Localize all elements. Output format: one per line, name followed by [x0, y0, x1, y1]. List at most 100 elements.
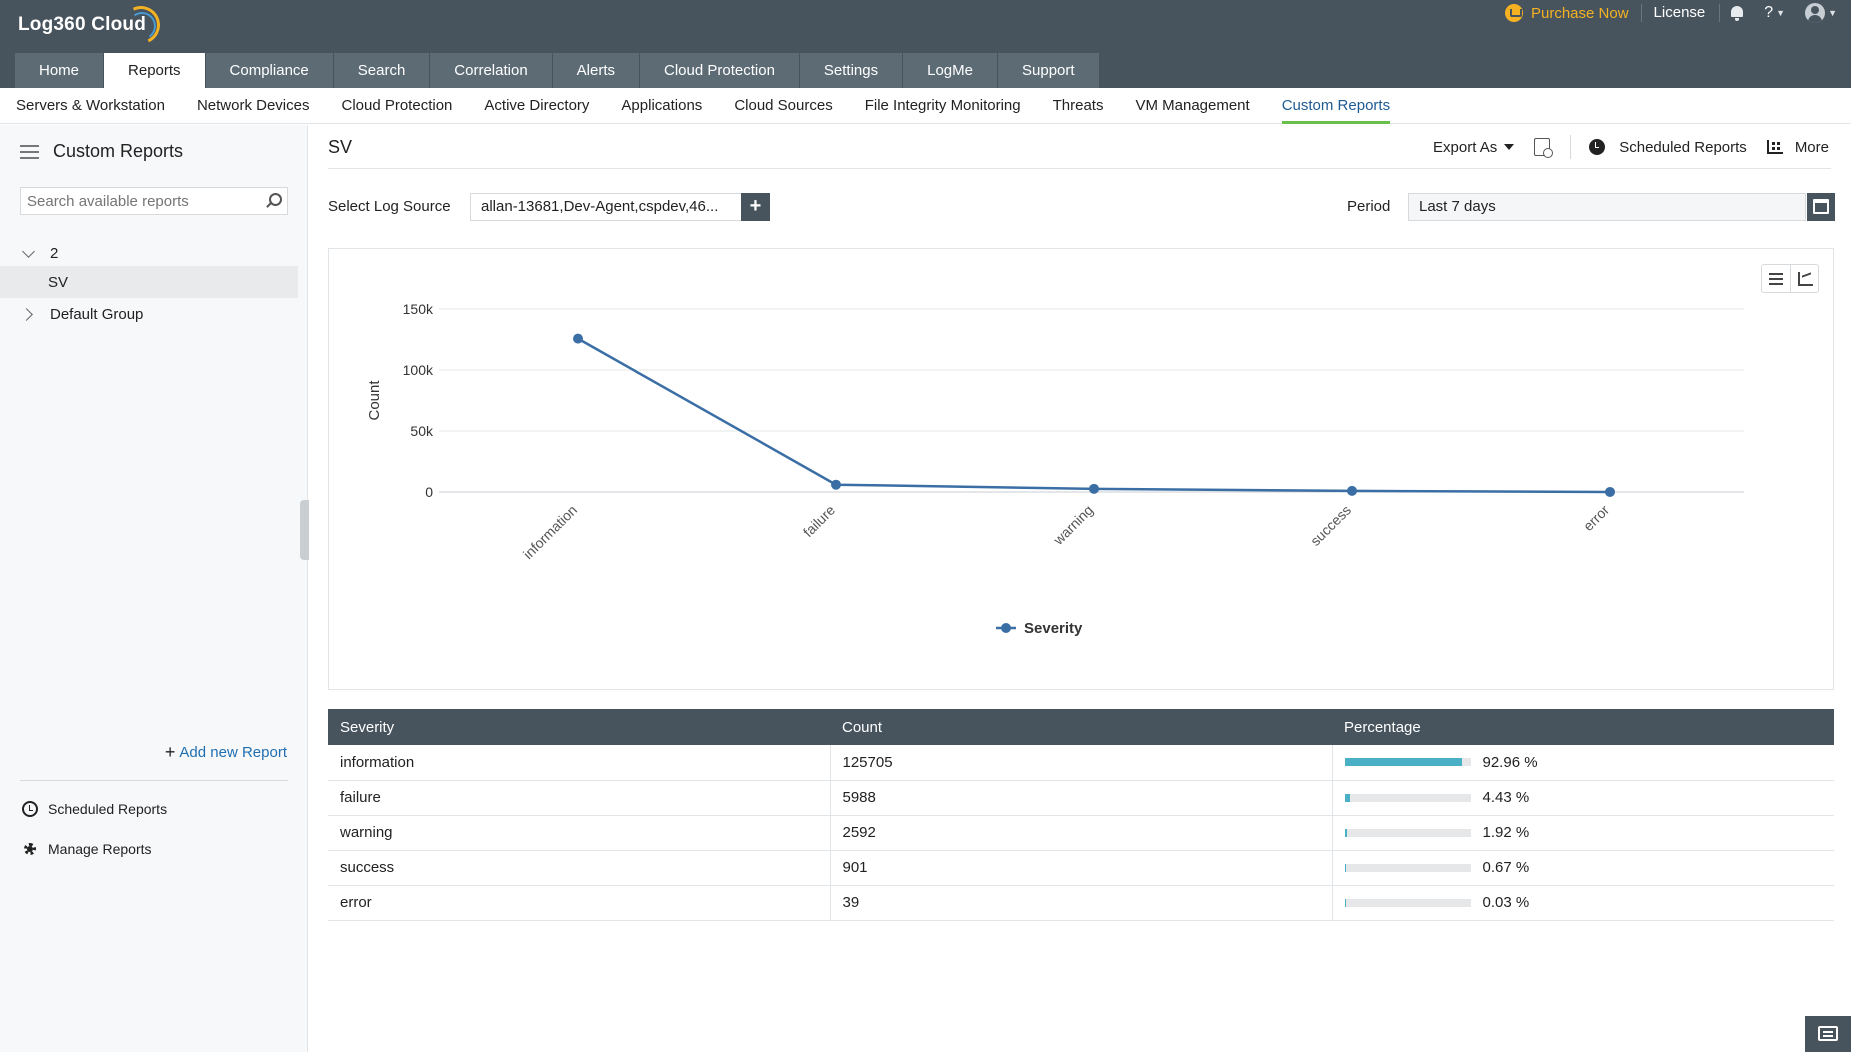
export-as-dropdown[interactable]: Export As: [1433, 139, 1515, 156]
chart-settings-icon[interactable]: [1762, 265, 1790, 292]
chart-type-icon[interactable]: [1790, 265, 1818, 292]
subtab-network-devices[interactable]: Network Devices: [196, 97, 310, 114]
percentage-label: 92.96 %: [1482, 753, 1538, 771]
data-point: [1089, 483, 1099, 494]
table-row: success 901 0.67 %: [328, 850, 1834, 886]
add-new-report-link[interactable]: + Add new Report: [165, 742, 287, 763]
add-log-source-button[interactable]: +: [741, 193, 770, 221]
scheduled-reports-label: Scheduled Reports: [1619, 138, 1747, 156]
caret-down-icon: [1504, 144, 1515, 150]
calendar-icon: [1813, 199, 1829, 214]
table-header-row: Severity Count Percentage: [328, 709, 1834, 745]
table-row: error 39 0.03 %: [328, 885, 1834, 921]
subtab-vm-management[interactable]: VM Management: [1135, 97, 1250, 114]
report-toolbar: Export As Scheduled Reports More: [1433, 135, 1829, 159]
tab-search[interactable]: Search: [333, 53, 430, 88]
chevron-down-icon[interactable]: [22, 247, 34, 259]
tab-correlation[interactable]: Correlation: [430, 53, 552, 88]
log-source-field[interactable]: allan-13681,Dev-Agent,cspdev,46...: [470, 193, 742, 221]
percentage-label: 0.03 %: [1482, 894, 1530, 911]
subtab-threats[interactable]: Threats: [1052, 97, 1104, 114]
tree-group-2[interactable]: 2: [0, 237, 298, 269]
scheduled-reports-link[interactable]: Scheduled Reports: [22, 801, 167, 817]
tab-settings[interactable]: Settings: [799, 53, 903, 88]
sidebar-title: Custom Reports: [53, 141, 184, 161]
app-logo[interactable]: Log360 Cloud: [18, 14, 147, 35]
more-button[interactable]: More: [1747, 139, 1829, 156]
help-button[interactable]: ? ▼: [1754, 4, 1795, 22]
search-icon[interactable]: [265, 193, 282, 209]
tab-support[interactable]: Support: [998, 53, 1099, 88]
pdf-settings-icon[interactable]: [1534, 138, 1554, 158]
user-caret-icon: ▼: [1828, 8, 1837, 18]
sidebar-header: Custom Reports: [20, 141, 183, 162]
subtab-active-directory[interactable]: Active Directory: [484, 97, 590, 114]
chat-button[interactable]: [1805, 1016, 1851, 1052]
y-tick-label: 0: [425, 484, 433, 500]
tree-item-sv[interactable]: SV: [0, 266, 298, 298]
table-row: information 125705 92.96 %: [328, 745, 1834, 781]
count-cell: 39: [829, 885, 1332, 921]
sub-nav-tabs: Servers & Workstation Network Devices Clou…: [0, 88, 1851, 124]
header-divider: [328, 168, 1831, 169]
calendar-button[interactable]: [1807, 193, 1835, 221]
scheduled-reports-button[interactable]: Scheduled Reports: [1589, 139, 1747, 156]
purchase-now-link[interactable]: Purchase Now: [1505, 4, 1642, 22]
count-cell: 901: [829, 850, 1332, 886]
period-label: Period: [1347, 198, 1391, 215]
data-point: [1347, 485, 1357, 496]
alarm-clock-icon: [1589, 139, 1606, 155]
manage-reports-link[interactable]: Manage Reports: [22, 841, 152, 857]
gear-icon: [22, 841, 38, 857]
hamburger-icon[interactable]: [20, 144, 39, 159]
percentage-bar-fill: [1344, 828, 1347, 837]
severity-cell: error: [328, 885, 830, 921]
percentage-cell: 4.43 %: [1331, 780, 1834, 816]
report-search-input[interactable]: [27, 192, 265, 210]
count-cell: 5988: [829, 780, 1332, 816]
percentage-bar-fill: [1344, 863, 1346, 872]
tab-logme[interactable]: LogMe: [903, 53, 997, 88]
notifications-button[interactable]: [1720, 4, 1754, 22]
tree-group-default[interactable]: Default Group: [0, 298, 298, 330]
percentage-bar: [1344, 828, 1471, 837]
percentage-cell: 1.92 %: [1331, 815, 1834, 851]
data-point: [1605, 486, 1615, 497]
chart-tools: [1761, 264, 1819, 293]
report-search-box: [20, 187, 288, 215]
tab-home[interactable]: Home: [15, 53, 104, 88]
subtab-applications[interactable]: Applications: [621, 97, 703, 114]
column-header-count[interactable]: Count: [830, 709, 1332, 745]
subtab-servers-workstation[interactable]: Servers & Workstation: [16, 97, 165, 114]
cart-icon: [1505, 4, 1523, 22]
subtab-cloud-sources[interactable]: Cloud Sources: [734, 97, 833, 114]
percentage-label: 1.92 %: [1482, 824, 1530, 841]
subtab-cloud-protection[interactable]: Cloud Protection: [341, 97, 453, 114]
column-header-severity[interactable]: Severity: [328, 709, 830, 745]
y-axis-label: Count: [366, 380, 383, 421]
user-avatar-icon: [1805, 3, 1826, 23]
legend-label-severity: Severity: [1024, 620, 1083, 637]
top-header: Log360 Cloud Purchase Now License ? ▼ ▼ …: [0, 0, 1851, 88]
sidebar-collapse-handle[interactable]: [300, 500, 309, 560]
legend-marker: [1001, 623, 1011, 633]
help-icon: ?: [1764, 4, 1774, 21]
tab-reports[interactable]: Reports: [104, 53, 205, 88]
y-tick-label: 150k: [403, 301, 434, 317]
percentage-cell: 92.96 %: [1331, 745, 1834, 781]
column-header-percentage[interactable]: Percentage: [1332, 709, 1834, 745]
tab-alerts[interactable]: Alerts: [552, 53, 640, 88]
chevron-right-icon[interactable]: [22, 308, 34, 320]
tab-compliance[interactable]: Compliance: [205, 53, 333, 88]
sidebar: Custom Reports 2 SV Default Group + Add …: [0, 125, 308, 1052]
percentage-label: 0.67 %: [1482, 859, 1530, 876]
percentage-bar: [1344, 793, 1471, 802]
subtab-custom-reports[interactable]: Custom Reports: [1281, 88, 1391, 124]
table-row: warning 2592 1.92 %: [328, 815, 1834, 851]
license-link[interactable]: License: [1642, 4, 1721, 22]
subtab-file-integrity-monitoring[interactable]: File Integrity Monitoring: [864, 97, 1021, 114]
tab-cloud-protection[interactable]: Cloud Protection: [640, 53, 799, 88]
user-menu-button[interactable]: ▼: [1795, 3, 1851, 23]
tree-group-label: Default Group: [50, 305, 144, 323]
period-field[interactable]: Last 7 days: [1408, 193, 1806, 221]
